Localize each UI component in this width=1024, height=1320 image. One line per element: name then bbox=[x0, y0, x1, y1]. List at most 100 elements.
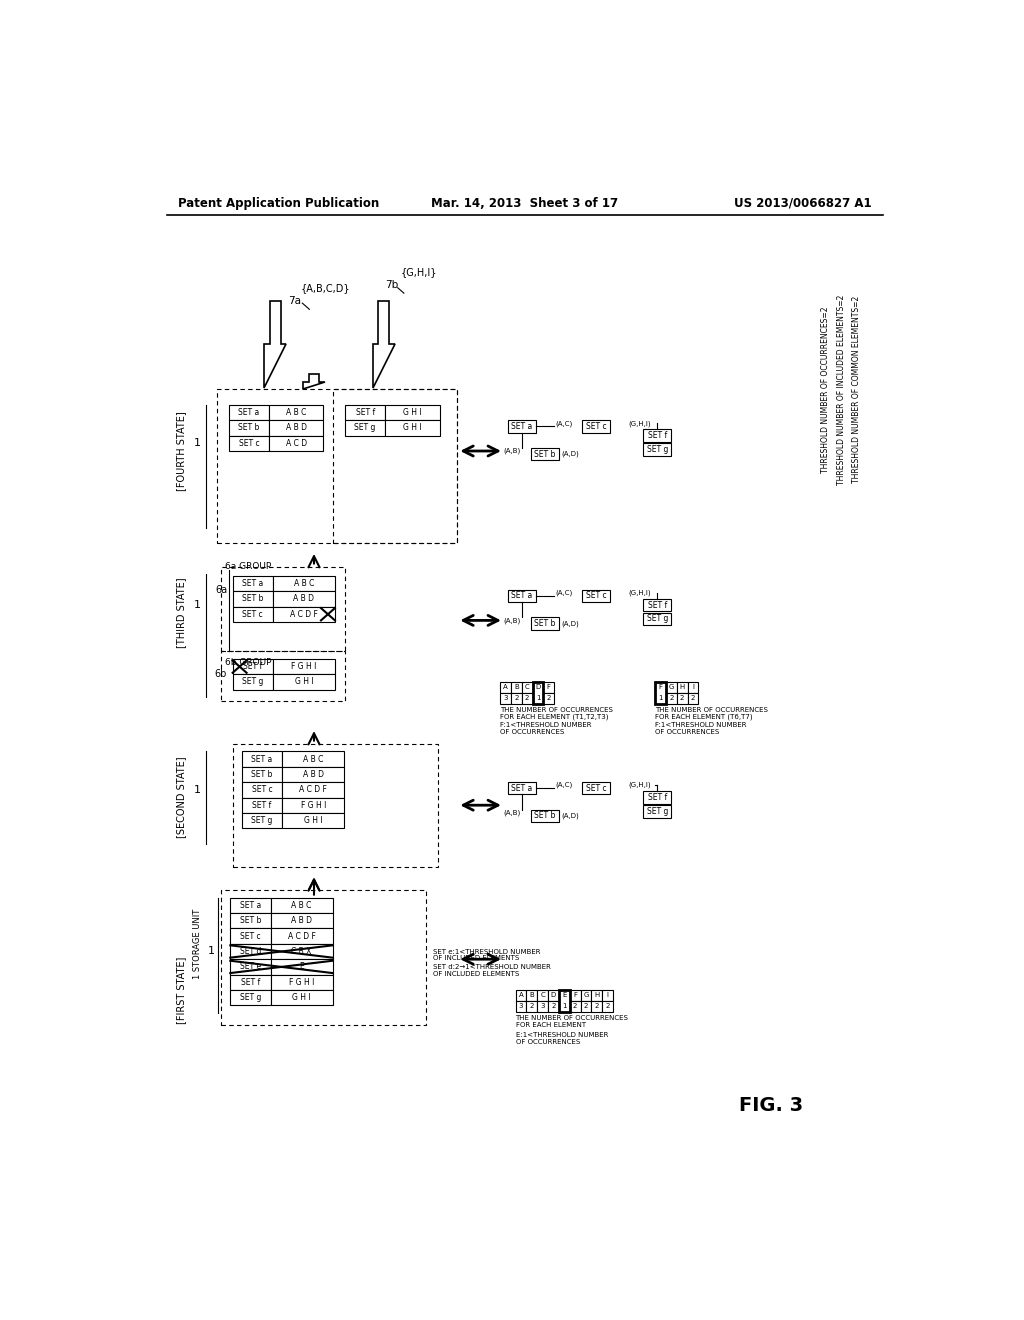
Text: A B D: A B D bbox=[291, 916, 312, 925]
Bar bbox=[643, 444, 672, 455]
Bar bbox=[269, 436, 324, 451]
Text: SET b: SET b bbox=[239, 424, 260, 433]
Text: FOR EACH ELEMENT (T6,T7): FOR EACH ELEMENT (T6,T7) bbox=[655, 713, 753, 719]
Text: 2: 2 bbox=[529, 1003, 534, 1010]
Text: 6a GROUP: 6a GROUP bbox=[225, 562, 271, 572]
Text: F: F bbox=[573, 993, 578, 998]
Bar bbox=[283, 797, 344, 813]
Bar bbox=[538, 990, 548, 1001]
Bar bbox=[538, 1001, 548, 1011]
Bar bbox=[230, 898, 270, 913]
Bar bbox=[544, 682, 554, 693]
Bar bbox=[500, 693, 511, 704]
Bar bbox=[526, 1001, 538, 1011]
Text: SET b: SET b bbox=[535, 619, 556, 628]
Bar bbox=[385, 420, 439, 436]
Bar bbox=[602, 990, 613, 1001]
Text: (G,H,I): (G,H,I) bbox=[628, 590, 651, 595]
Text: SET f: SET f bbox=[648, 601, 667, 610]
Text: SET d: SET d bbox=[240, 946, 261, 956]
Text: THE NUMBER OF OCCURRENCES: THE NUMBER OF OCCURRENCES bbox=[655, 706, 768, 713]
Text: E: E bbox=[299, 962, 304, 972]
Bar bbox=[283, 767, 344, 781]
Text: 3: 3 bbox=[541, 1003, 545, 1010]
Bar bbox=[677, 693, 687, 704]
Text: A B D: A B D bbox=[303, 770, 324, 779]
Bar bbox=[569, 1001, 581, 1011]
Text: 1: 1 bbox=[195, 601, 202, 610]
Bar bbox=[228, 420, 269, 436]
Text: 1: 1 bbox=[208, 946, 215, 957]
Bar bbox=[508, 781, 536, 795]
Text: SET g: SET g bbox=[354, 424, 376, 433]
Bar bbox=[242, 767, 283, 781]
Text: SET g: SET g bbox=[242, 677, 263, 686]
Text: THRESHOLD NUMBER OF INCLUDED ELEMENTS=2: THRESHOLD NUMBER OF INCLUDED ELEMENTS=2 bbox=[837, 294, 846, 484]
Bar bbox=[273, 659, 335, 675]
Text: F:1<THRESHOLD NUMBER: F:1<THRESHOLD NUMBER bbox=[500, 722, 592, 729]
Bar bbox=[508, 420, 536, 433]
Text: OF OCCURRENCES: OF OCCURRENCES bbox=[655, 729, 719, 735]
Text: 6b: 6b bbox=[215, 669, 227, 680]
Text: 1: 1 bbox=[195, 438, 202, 449]
Text: 1: 1 bbox=[658, 696, 663, 701]
Text: 3: 3 bbox=[503, 696, 508, 701]
Text: G H I: G H I bbox=[403, 424, 422, 433]
Bar bbox=[273, 576, 335, 591]
Bar bbox=[666, 682, 677, 693]
Polygon shape bbox=[373, 301, 394, 388]
Bar bbox=[687, 682, 698, 693]
Text: G H I: G H I bbox=[295, 677, 313, 686]
Text: SET b: SET b bbox=[240, 916, 261, 925]
Text: 1 STORAGE UNIT: 1 STORAGE UNIT bbox=[194, 908, 203, 979]
Text: SET a: SET a bbox=[511, 591, 532, 601]
Bar bbox=[687, 693, 698, 704]
Text: 1: 1 bbox=[195, 785, 202, 795]
Text: 2: 2 bbox=[584, 1003, 588, 1010]
Text: H: H bbox=[680, 684, 685, 690]
Bar bbox=[232, 591, 273, 607]
Bar bbox=[228, 405, 269, 420]
Bar bbox=[230, 960, 270, 974]
Text: SET a: SET a bbox=[239, 408, 259, 417]
Bar bbox=[270, 944, 333, 960]
Text: A: A bbox=[503, 684, 508, 690]
Text: [SECOND STATE]: [SECOND STATE] bbox=[176, 756, 185, 838]
Bar bbox=[230, 944, 270, 960]
Text: SET e: SET e bbox=[240, 962, 261, 972]
Text: SET f: SET f bbox=[243, 663, 262, 671]
Bar bbox=[532, 682, 544, 704]
Bar bbox=[232, 607, 273, 622]
Text: I: I bbox=[607, 993, 608, 998]
Bar bbox=[511, 682, 521, 693]
Text: [FIRST STATE]: [FIRST STATE] bbox=[176, 956, 185, 1024]
Text: B: B bbox=[529, 993, 535, 998]
Text: THRESHOLD NUMBER OF OCCURRENCES=2: THRESHOLD NUMBER OF OCCURRENCES=2 bbox=[821, 306, 830, 473]
Bar bbox=[511, 693, 521, 704]
Bar bbox=[230, 990, 270, 1006]
Bar bbox=[242, 797, 283, 813]
Text: E: E bbox=[562, 993, 566, 998]
Text: 2: 2 bbox=[573, 1003, 578, 1010]
Text: SET a: SET a bbox=[242, 579, 263, 587]
Text: E:1<THRESHOLD NUMBER: E:1<THRESHOLD NUMBER bbox=[515, 1032, 608, 1038]
Bar bbox=[643, 429, 672, 442]
Bar bbox=[569, 990, 581, 1001]
Text: SET b: SET b bbox=[251, 770, 272, 779]
Text: 2: 2 bbox=[669, 696, 674, 701]
Text: (A,C): (A,C) bbox=[555, 420, 572, 426]
Text: US 2013/0066827 A1: US 2013/0066827 A1 bbox=[734, 197, 872, 210]
Bar bbox=[345, 405, 385, 420]
Text: SET a: SET a bbox=[511, 784, 532, 793]
Text: A B D: A B D bbox=[286, 424, 306, 433]
Text: SET b: SET b bbox=[535, 812, 556, 821]
Bar bbox=[666, 693, 677, 704]
Text: SET a: SET a bbox=[252, 755, 272, 763]
Text: SET f: SET f bbox=[253, 801, 271, 809]
Text: SET c: SET c bbox=[241, 932, 261, 941]
Text: OF INCLUDED ELEMENTS: OF INCLUDED ELEMENTS bbox=[432, 956, 519, 961]
Bar bbox=[521, 682, 532, 693]
Text: A B C: A B C bbox=[286, 408, 306, 417]
Text: OF OCCURRENCES: OF OCCURRENCES bbox=[515, 1039, 580, 1045]
Text: A C D F: A C D F bbox=[290, 610, 317, 619]
